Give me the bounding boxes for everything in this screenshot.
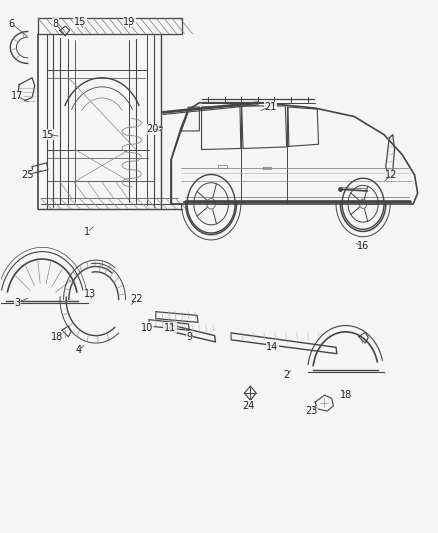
Text: 13: 13 — [84, 289, 96, 299]
Text: 18: 18 — [50, 332, 63, 342]
Text: 6: 6 — [9, 19, 14, 29]
Text: 15: 15 — [42, 130, 54, 140]
Text: 9: 9 — [186, 332, 192, 342]
Text: 22: 22 — [130, 294, 142, 304]
Text: 2: 2 — [283, 370, 290, 381]
Text: 12: 12 — [385, 170, 398, 180]
Text: 19: 19 — [124, 17, 136, 27]
Text: 20: 20 — [146, 124, 159, 134]
Text: 23: 23 — [305, 406, 318, 416]
Text: 15: 15 — [74, 17, 86, 27]
Text: 11: 11 — [164, 322, 176, 333]
Text: 25: 25 — [21, 170, 34, 180]
Text: 14: 14 — [266, 342, 279, 352]
Text: 16: 16 — [357, 241, 369, 251]
Text: 24: 24 — [243, 401, 255, 411]
Text: 21: 21 — [264, 102, 277, 112]
Text: 4: 4 — [75, 345, 81, 356]
Text: 18: 18 — [340, 390, 353, 400]
Text: 10: 10 — [141, 322, 153, 333]
Text: 1: 1 — [84, 227, 90, 237]
Text: 3: 3 — [14, 297, 20, 308]
Text: 8: 8 — [52, 19, 58, 29]
Text: 17: 17 — [11, 91, 24, 101]
